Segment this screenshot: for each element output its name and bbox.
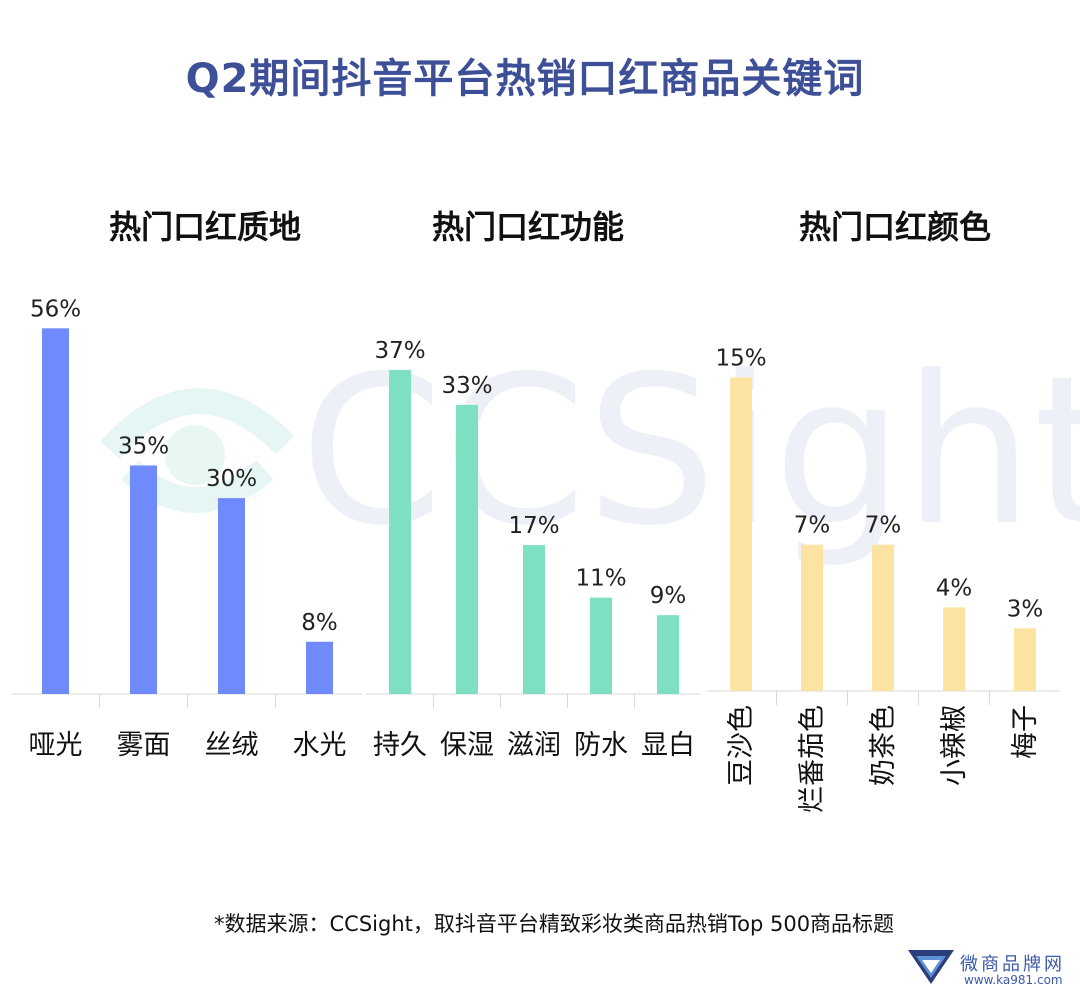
- bar: [523, 545, 545, 694]
- x-tick-label: 显白: [641, 730, 695, 761]
- watermark-text: CCSight: [300, 333, 1080, 571]
- data-label: 8%: [301, 610, 338, 636]
- data-label: 7%: [794, 513, 831, 539]
- bar: [872, 544, 894, 691]
- brand-name: 微商品牌网: [960, 954, 1065, 975]
- panel-title-texture: 热门口红质地: [108, 208, 301, 246]
- bar: [389, 369, 411, 694]
- bar: [657, 615, 679, 694]
- x-tick-label: 豆沙色: [726, 705, 757, 786]
- x-tick-label: 烂番茄色: [797, 705, 828, 813]
- bar: [130, 465, 157, 694]
- bar: [306, 641, 333, 694]
- x-tick-label: 持久: [373, 730, 427, 761]
- bar: [42, 328, 69, 694]
- watermark: CCSight: [100, 333, 1080, 571]
- bar: [218, 498, 245, 694]
- x-tick-label: 奶茶色: [868, 705, 899, 786]
- data-label: 30%: [206, 466, 257, 492]
- data-label: 4%: [936, 575, 973, 601]
- panel-title-color: 热门口红颜色: [798, 208, 991, 246]
- data-label: 11%: [575, 566, 626, 592]
- bar: [730, 377, 752, 691]
- x-tick-label: 水光: [293, 730, 347, 761]
- page-title: Q2期间抖音平台热销口红商品关键词: [185, 56, 865, 102]
- x-tick-label: 防水: [574, 730, 628, 761]
- bar: [801, 544, 823, 691]
- data-label: 15%: [715, 346, 766, 372]
- data-label: 7%: [865, 513, 902, 539]
- brand-logo-icon: [908, 950, 954, 984]
- data-label: 35%: [118, 433, 169, 459]
- source-note: *数据来源：CCSight，取抖音平台精致彩妆类商品热销Top 500商品标题: [214, 912, 895, 936]
- data-label: 3%: [1007, 596, 1044, 622]
- bar: [590, 597, 612, 694]
- x-tick-label: 丝绒: [205, 730, 259, 761]
- brand-url: www.ka981.com: [964, 973, 1063, 987]
- x-tick-label: 雾面: [117, 730, 171, 761]
- data-label: 33%: [441, 373, 492, 399]
- x-tick-label: 滋润: [507, 730, 561, 761]
- bar: [1014, 628, 1036, 691]
- panel-title-function: 热门口红功能: [431, 208, 624, 246]
- data-label: 9%: [650, 583, 687, 609]
- data-label: 37%: [374, 338, 425, 364]
- bar: [943, 607, 965, 691]
- x-tick-label: 哑光: [29, 730, 83, 761]
- data-label: 56%: [30, 296, 81, 322]
- bar: [456, 404, 478, 694]
- data-label: 17%: [508, 513, 559, 539]
- x-tick-label: 小辣椒: [939, 705, 970, 786]
- x-tick-label: 保湿: [440, 730, 494, 761]
- x-tick-label: 梅子: [1010, 705, 1041, 759]
